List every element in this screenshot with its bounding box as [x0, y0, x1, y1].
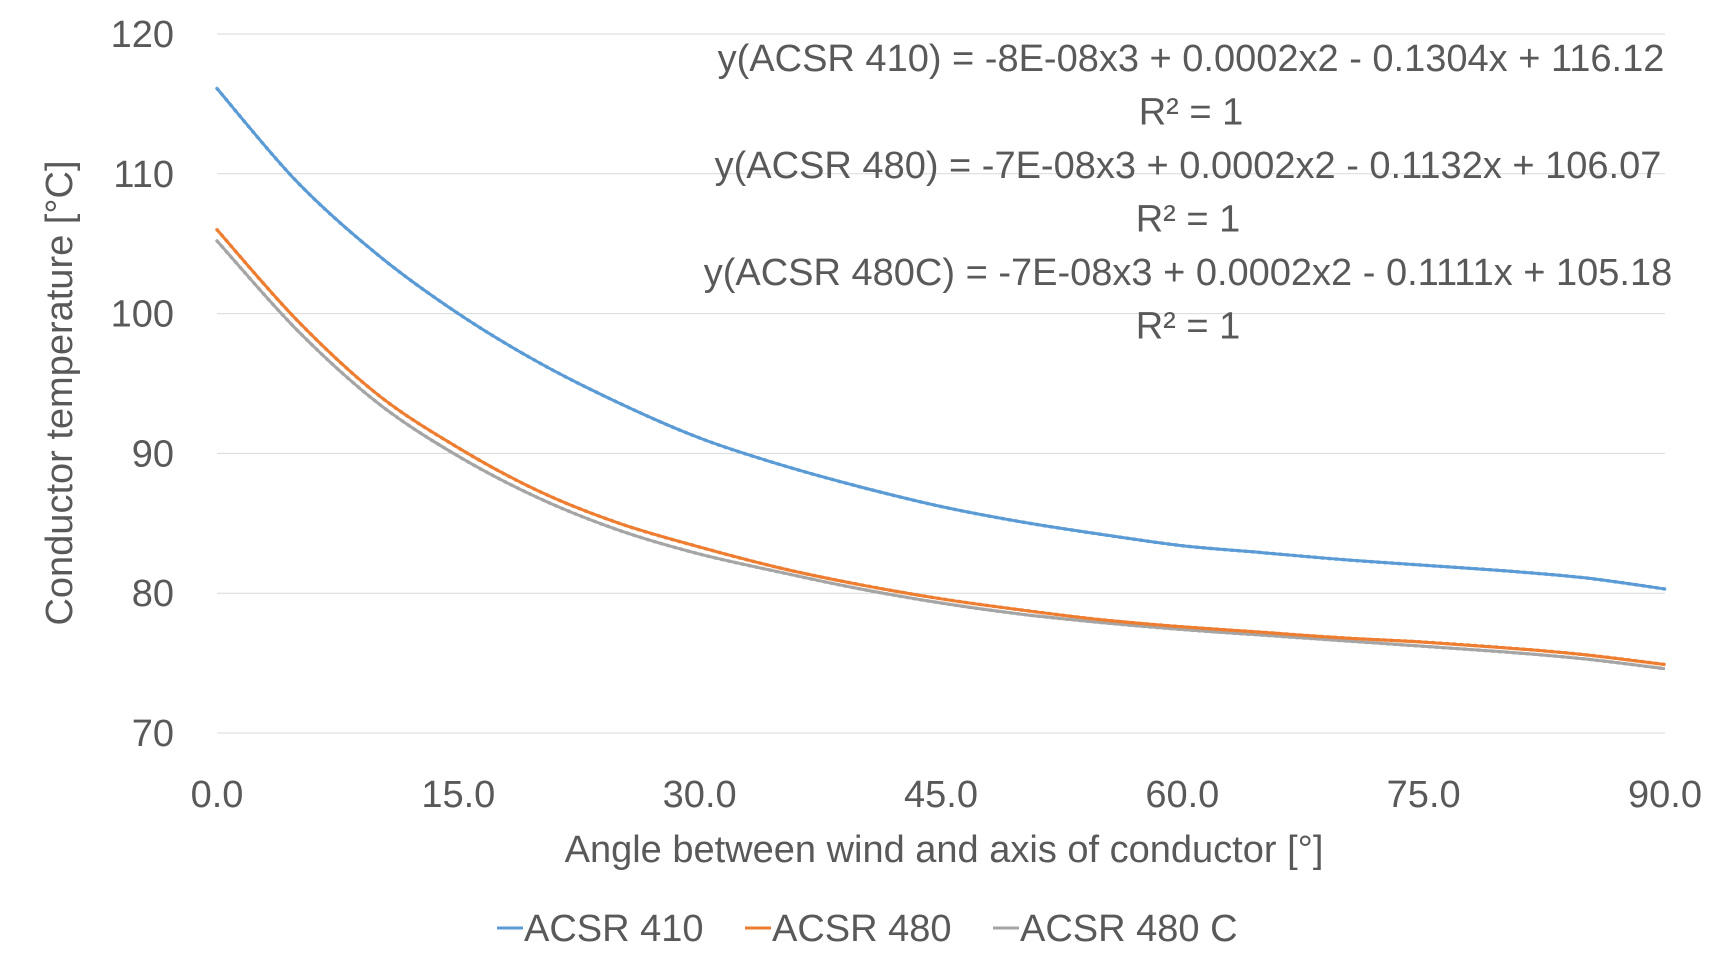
y-tick-label: 110 [113, 154, 174, 196]
y-axis-ticks: 70 80 90 100 110 120 [111, 14, 174, 755]
series-line-acsr-480 [215, 228, 1666, 666]
r-squared-label: R² = 1 [1136, 199, 1241, 241]
trendline-acsr-480-c [215, 239, 1667, 671]
x-tick-label: 15.0 [421, 774, 495, 816]
x-tick-label: 45.0 [904, 774, 978, 816]
legend-label: ACSR 480 [772, 908, 952, 950]
trendline-equation: y(ACSR 480C) = -7E-08x3 + 0.0002x2 - 0.1… [704, 252, 1673, 294]
x-tick-label: 90.0 [1628, 774, 1702, 816]
x-axis-ticks: 0.0 15.0 30.0 45.0 60.0 75.0 90.0 [191, 774, 1702, 816]
legend-label: ACSR 410 [524, 908, 704, 950]
series-lines [215, 86, 1667, 671]
legend-item-acsr-480: ACSR 480 [745, 908, 952, 950]
y-axis-title: Conductor temperature [°C] [39, 160, 81, 625]
trendline-equation: y(ACSR 410) = -8E-08x3 + 0.0002x2 - 0.13… [718, 38, 1665, 80]
r-squared-label: R² = 1 [1136, 306, 1241, 348]
legend-item-acsr-410: ACSR 410 [497, 908, 704, 950]
legend: ACSR 410 ACSR 480 ACSR 480 C [497, 908, 1238, 950]
y-tick-label: 100 [111, 294, 174, 336]
trendline-acsr-480 [215, 227, 1667, 667]
y-tick-label: 90 [132, 433, 174, 475]
x-tick-label: 30.0 [663, 774, 737, 816]
trendline-equations: y(ACSR 410) = -8E-08x3 + 0.0002x2 - 0.13… [704, 38, 1673, 348]
legend-label: ACSR 480 C [1020, 908, 1238, 950]
y-tick-label: 80 [132, 573, 174, 615]
gridlines [217, 33, 1665, 734]
legend-item-acsr-480-c: ACSR 480 C [993, 908, 1238, 950]
r-squared-label: R² = 1 [1139, 92, 1244, 134]
trendline-acsr-410 [215, 86, 1667, 591]
y-tick-label: 70 [132, 713, 174, 755]
x-tick-label: 75.0 [1387, 774, 1461, 816]
trendline-equation: y(ACSR 480) = -7E-08x3 + 0.0002x2 - 0.11… [715, 145, 1662, 187]
x-tick-label: 0.0 [191, 774, 244, 816]
y-tick-label: 120 [111, 14, 174, 56]
x-axis-title: Angle between wind and axis of conductor… [565, 829, 1324, 871]
x-tick-label: 60.0 [1145, 774, 1219, 816]
